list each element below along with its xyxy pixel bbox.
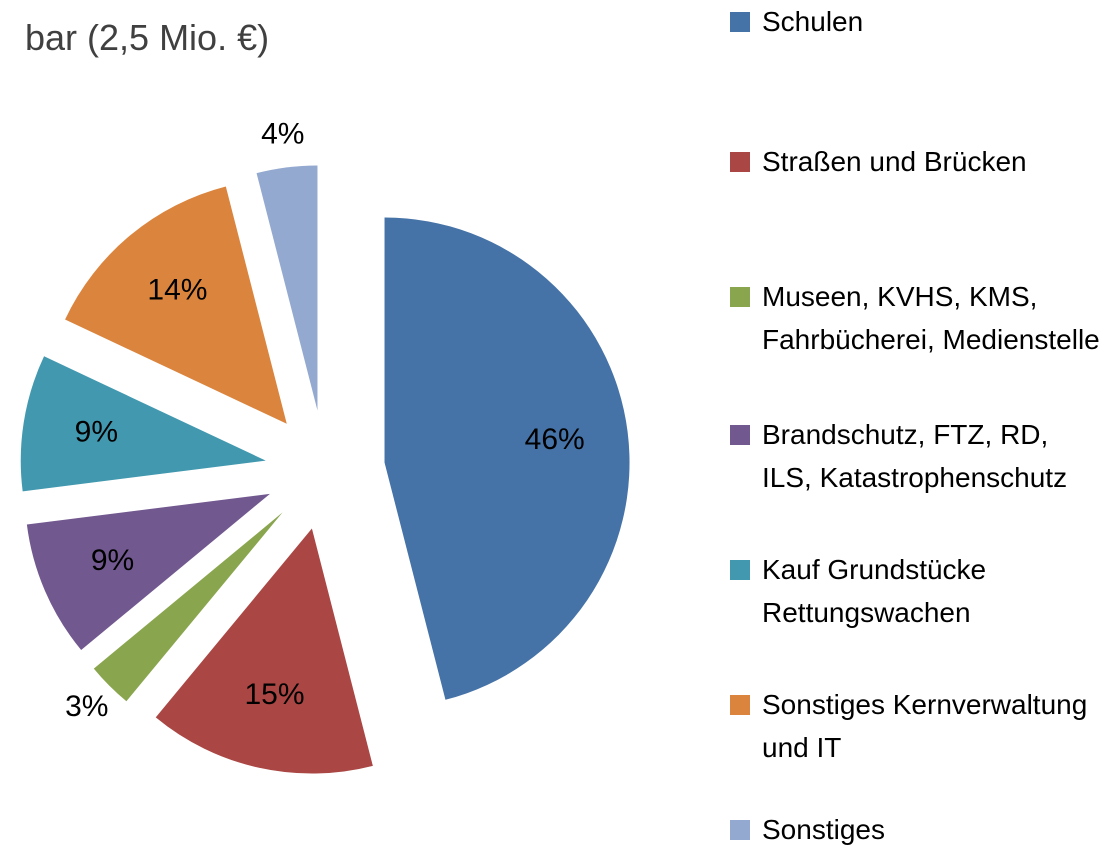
legend-entry: Schulen (730, 0, 1102, 43)
data-label: 3% (65, 690, 108, 723)
chart-title: bar (2,5 Mio. €) (25, 17, 269, 58)
legend-entry: Sonstiges (730, 808, 1102, 851)
pie-slice (384, 217, 630, 700)
legend-entry: Brandschutz, FTZ, RD, ILS, Katastrophens… (730, 413, 1102, 499)
legend-swatch (730, 820, 750, 840)
legend-label: Sonstiges (762, 814, 885, 845)
pie-slice (65, 186, 287, 424)
legend-label: Kauf Grundstücke Rettungswachen (762, 554, 987, 628)
data-label: 9% (75, 416, 118, 449)
legend-swatch (730, 287, 750, 307)
legend-entry: Straßen und Brücken (730, 140, 1102, 183)
legend-label: Schulen (762, 6, 864, 37)
pie-slice (20, 356, 266, 492)
legend-entry: Sonstiges Kernverwaltung und IT (730, 683, 1102, 769)
legend-label: Brandschutz, FTZ, RD, ILS, Katastrophens… (762, 419, 1068, 493)
data-label: 14% (147, 274, 207, 307)
pie-slice (26, 493, 270, 650)
legend-swatch (730, 560, 750, 580)
legend-label: Straßen und Brücken (762, 146, 1027, 177)
pie-slice (256, 165, 318, 411)
data-label: 4% (261, 118, 304, 151)
pie-slice (93, 512, 283, 702)
legend-entry: Museen, KVHS, KMS, Fahrbücherei, Mediens… (730, 275, 1102, 361)
legend-entry: Kauf Grundstücke Rettungswachen (730, 548, 1102, 634)
pie-slice (155, 528, 373, 774)
legend-swatch (730, 695, 750, 715)
data-label: 46% (525, 423, 585, 456)
legend-swatch (730, 425, 750, 445)
legend-swatch (730, 152, 750, 172)
legend-label: Sonstiges Kernverwaltung und IT (762, 689, 1088, 763)
data-label: 9% (91, 544, 134, 577)
data-label: 15% (244, 678, 304, 711)
legend-swatch (730, 12, 750, 32)
legend-label: Museen, KVHS, KMS, Fahrbücherei, Mediens… (762, 281, 1100, 355)
